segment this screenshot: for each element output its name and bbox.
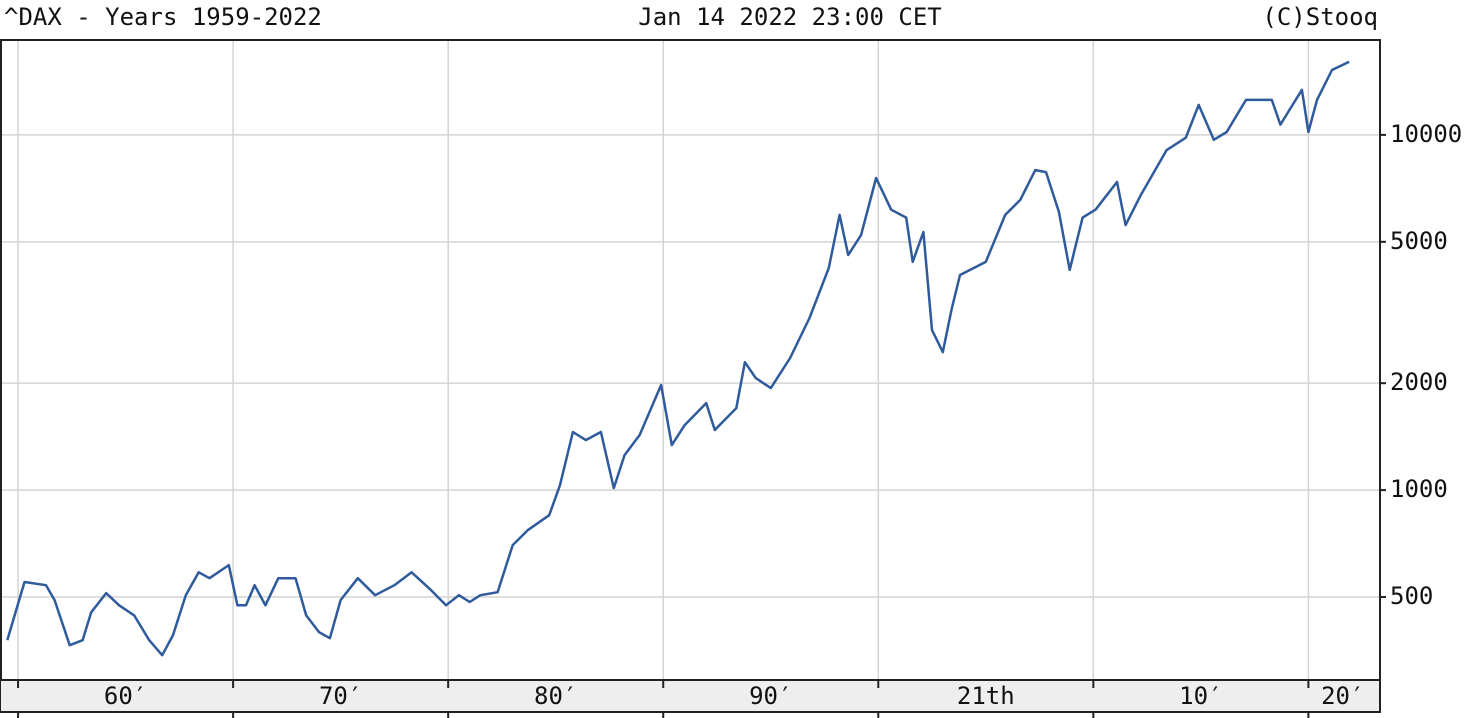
y-tick-label: 10000 — [1390, 120, 1462, 148]
x-axis-band — [0, 679, 1381, 713]
y-tick-label: 1000 — [1390, 475, 1448, 503]
price-line — [6, 60, 1350, 657]
x-tick-label: 70′ — [319, 682, 362, 710]
source-label: (C)Stooq — [1262, 3, 1378, 31]
chart-title: ^DAX - Years 1959-2022 — [4, 3, 322, 31]
x-tick-label: 10′ — [1179, 682, 1222, 710]
y-tick-label: 2000 — [1390, 368, 1448, 396]
x-tick-label: 80′ — [534, 682, 577, 710]
chart-subtitle: Jan 14 2022 23:00 CET — [638, 3, 941, 31]
y-tick-label: 5000 — [1390, 227, 1448, 255]
y-tick-label: 500 — [1390, 582, 1433, 610]
x-tick-label: 60′ — [104, 682, 147, 710]
x-tick-label: 90′ — [749, 682, 792, 710]
x-tick-label: 20′ — [1321, 682, 1364, 710]
x-tick-label: 21th — [957, 682, 1015, 710]
plot-frame — [0, 39, 1381, 681]
